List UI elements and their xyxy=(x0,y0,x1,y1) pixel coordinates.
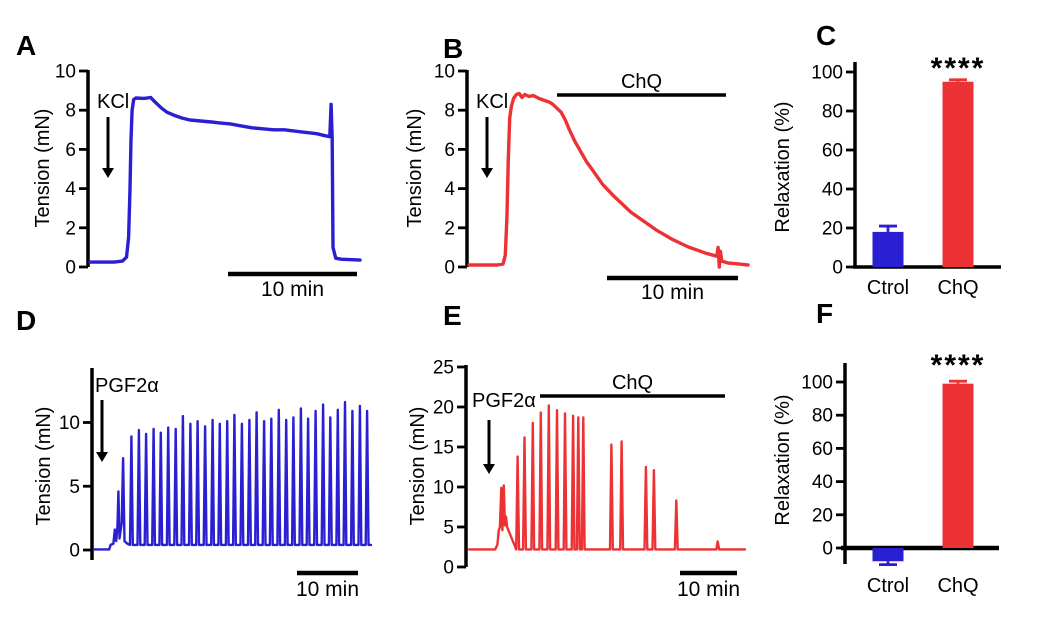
C-bar-ctrol xyxy=(872,231,904,267)
E-y-tick-label: 5 xyxy=(443,518,454,539)
A-y-tick-label: 6 xyxy=(65,140,76,161)
E-stimulus-arrow-head xyxy=(483,464,495,474)
C-y-tick-label: 20 xyxy=(822,219,843,240)
B-y-tick-label: 4 xyxy=(444,179,455,200)
B-stimulus-arrow-head xyxy=(481,168,493,178)
panel-letter-f: F xyxy=(816,298,834,329)
F-category-label-chq: ChQ xyxy=(937,575,978,597)
A-y-tick-label: 4 xyxy=(65,179,76,200)
D-stimulus-label: PGF2α xyxy=(95,375,159,397)
F-bar-ctrol xyxy=(872,548,904,562)
A-time-scale-label: 10 min xyxy=(261,278,324,301)
B-y-tick-label: 10 xyxy=(434,62,455,83)
D-y-tick-label: 0 xyxy=(69,541,80,562)
A-y-tick-label: 8 xyxy=(65,101,76,122)
B-stimulus-label: KCl xyxy=(476,91,508,113)
E-y-tick-label: 20 xyxy=(433,398,454,419)
F-y-tick-label: 40 xyxy=(812,472,833,493)
F-bar-chq xyxy=(942,383,974,548)
D-time-scale-label: 10 min xyxy=(296,578,359,601)
E-y-tick-label: 10 xyxy=(433,478,454,499)
B-y-tick-label: 2 xyxy=(444,218,455,239)
B-y-axis-title: Tension (mN) xyxy=(404,109,426,228)
C-category-label-ctrol: Ctrol xyxy=(867,277,909,299)
C-y-axis-title: Relaxation (%) xyxy=(772,101,794,232)
C-bar-chq xyxy=(942,81,974,267)
D-tension-trace xyxy=(92,400,373,551)
B-treatment-label: ChQ xyxy=(621,71,662,93)
B-y-tick-label: 6 xyxy=(444,140,455,161)
A-stimulus-label: KCl xyxy=(97,91,129,113)
E-time-scale-label: 10 min xyxy=(677,578,740,601)
A-y-tick-label: 10 xyxy=(55,62,76,83)
B-time-scale-label: 10 min xyxy=(641,281,704,304)
F-y-axis-title: Relaxation (%) xyxy=(772,394,794,525)
C-y-tick-label: 40 xyxy=(822,180,843,201)
C-y-tick-label: 80 xyxy=(822,102,843,123)
B-tension-trace xyxy=(467,91,750,269)
panel-letter-c: C xyxy=(816,20,837,51)
E-stimulus-label: PGF2α xyxy=(472,390,536,412)
panel-letter-b: B xyxy=(443,33,464,64)
C-y-tick-label: 60 xyxy=(822,141,843,162)
E-treatment-label: ChQ xyxy=(612,372,653,394)
F-significance-stars: **** xyxy=(931,349,986,382)
D-y-axis-title: Tension (mN) xyxy=(33,407,55,526)
A-y-tick-label: 0 xyxy=(65,258,76,279)
C-y-tick-label: 0 xyxy=(832,258,843,279)
C-category-label-chq: ChQ xyxy=(937,277,978,299)
D-stimulus-arrow-head xyxy=(96,452,108,462)
F-category-label-ctrol: Ctrol xyxy=(867,575,909,597)
D-y-tick-label: 5 xyxy=(69,477,80,498)
panel-letter-e: E xyxy=(443,300,462,331)
B-y-tick-label: 0 xyxy=(444,258,455,279)
C-significance-stars: **** xyxy=(931,52,986,85)
panel-letter-a: A xyxy=(16,30,37,61)
B-y-tick-label: 8 xyxy=(444,101,455,122)
E-y-tick-label: 15 xyxy=(433,438,454,459)
F-y-tick-label: 80 xyxy=(812,406,833,427)
panel-letter-d: D xyxy=(16,305,37,336)
F-y-tick-label: 100 xyxy=(801,373,833,394)
A-y-axis-title: Tension (mN) xyxy=(32,109,54,228)
D-y-tick-label: 10 xyxy=(59,413,80,434)
E-y-tick-label: 0 xyxy=(443,558,454,579)
A-y-tick-label: 2 xyxy=(65,218,76,239)
A-stimulus-arrow-head xyxy=(102,168,114,178)
E-y-axis-title: Tension (mN) xyxy=(407,407,429,526)
E-tension-trace xyxy=(467,404,747,551)
F-y-tick-label: 0 xyxy=(822,539,833,560)
C-y-tick-label: 100 xyxy=(811,63,843,84)
F-y-tick-label: 20 xyxy=(812,505,833,526)
E-y-tick-label: 25 xyxy=(433,358,454,379)
F-y-tick-label: 60 xyxy=(812,439,833,460)
A-tension-trace xyxy=(88,95,362,264)
